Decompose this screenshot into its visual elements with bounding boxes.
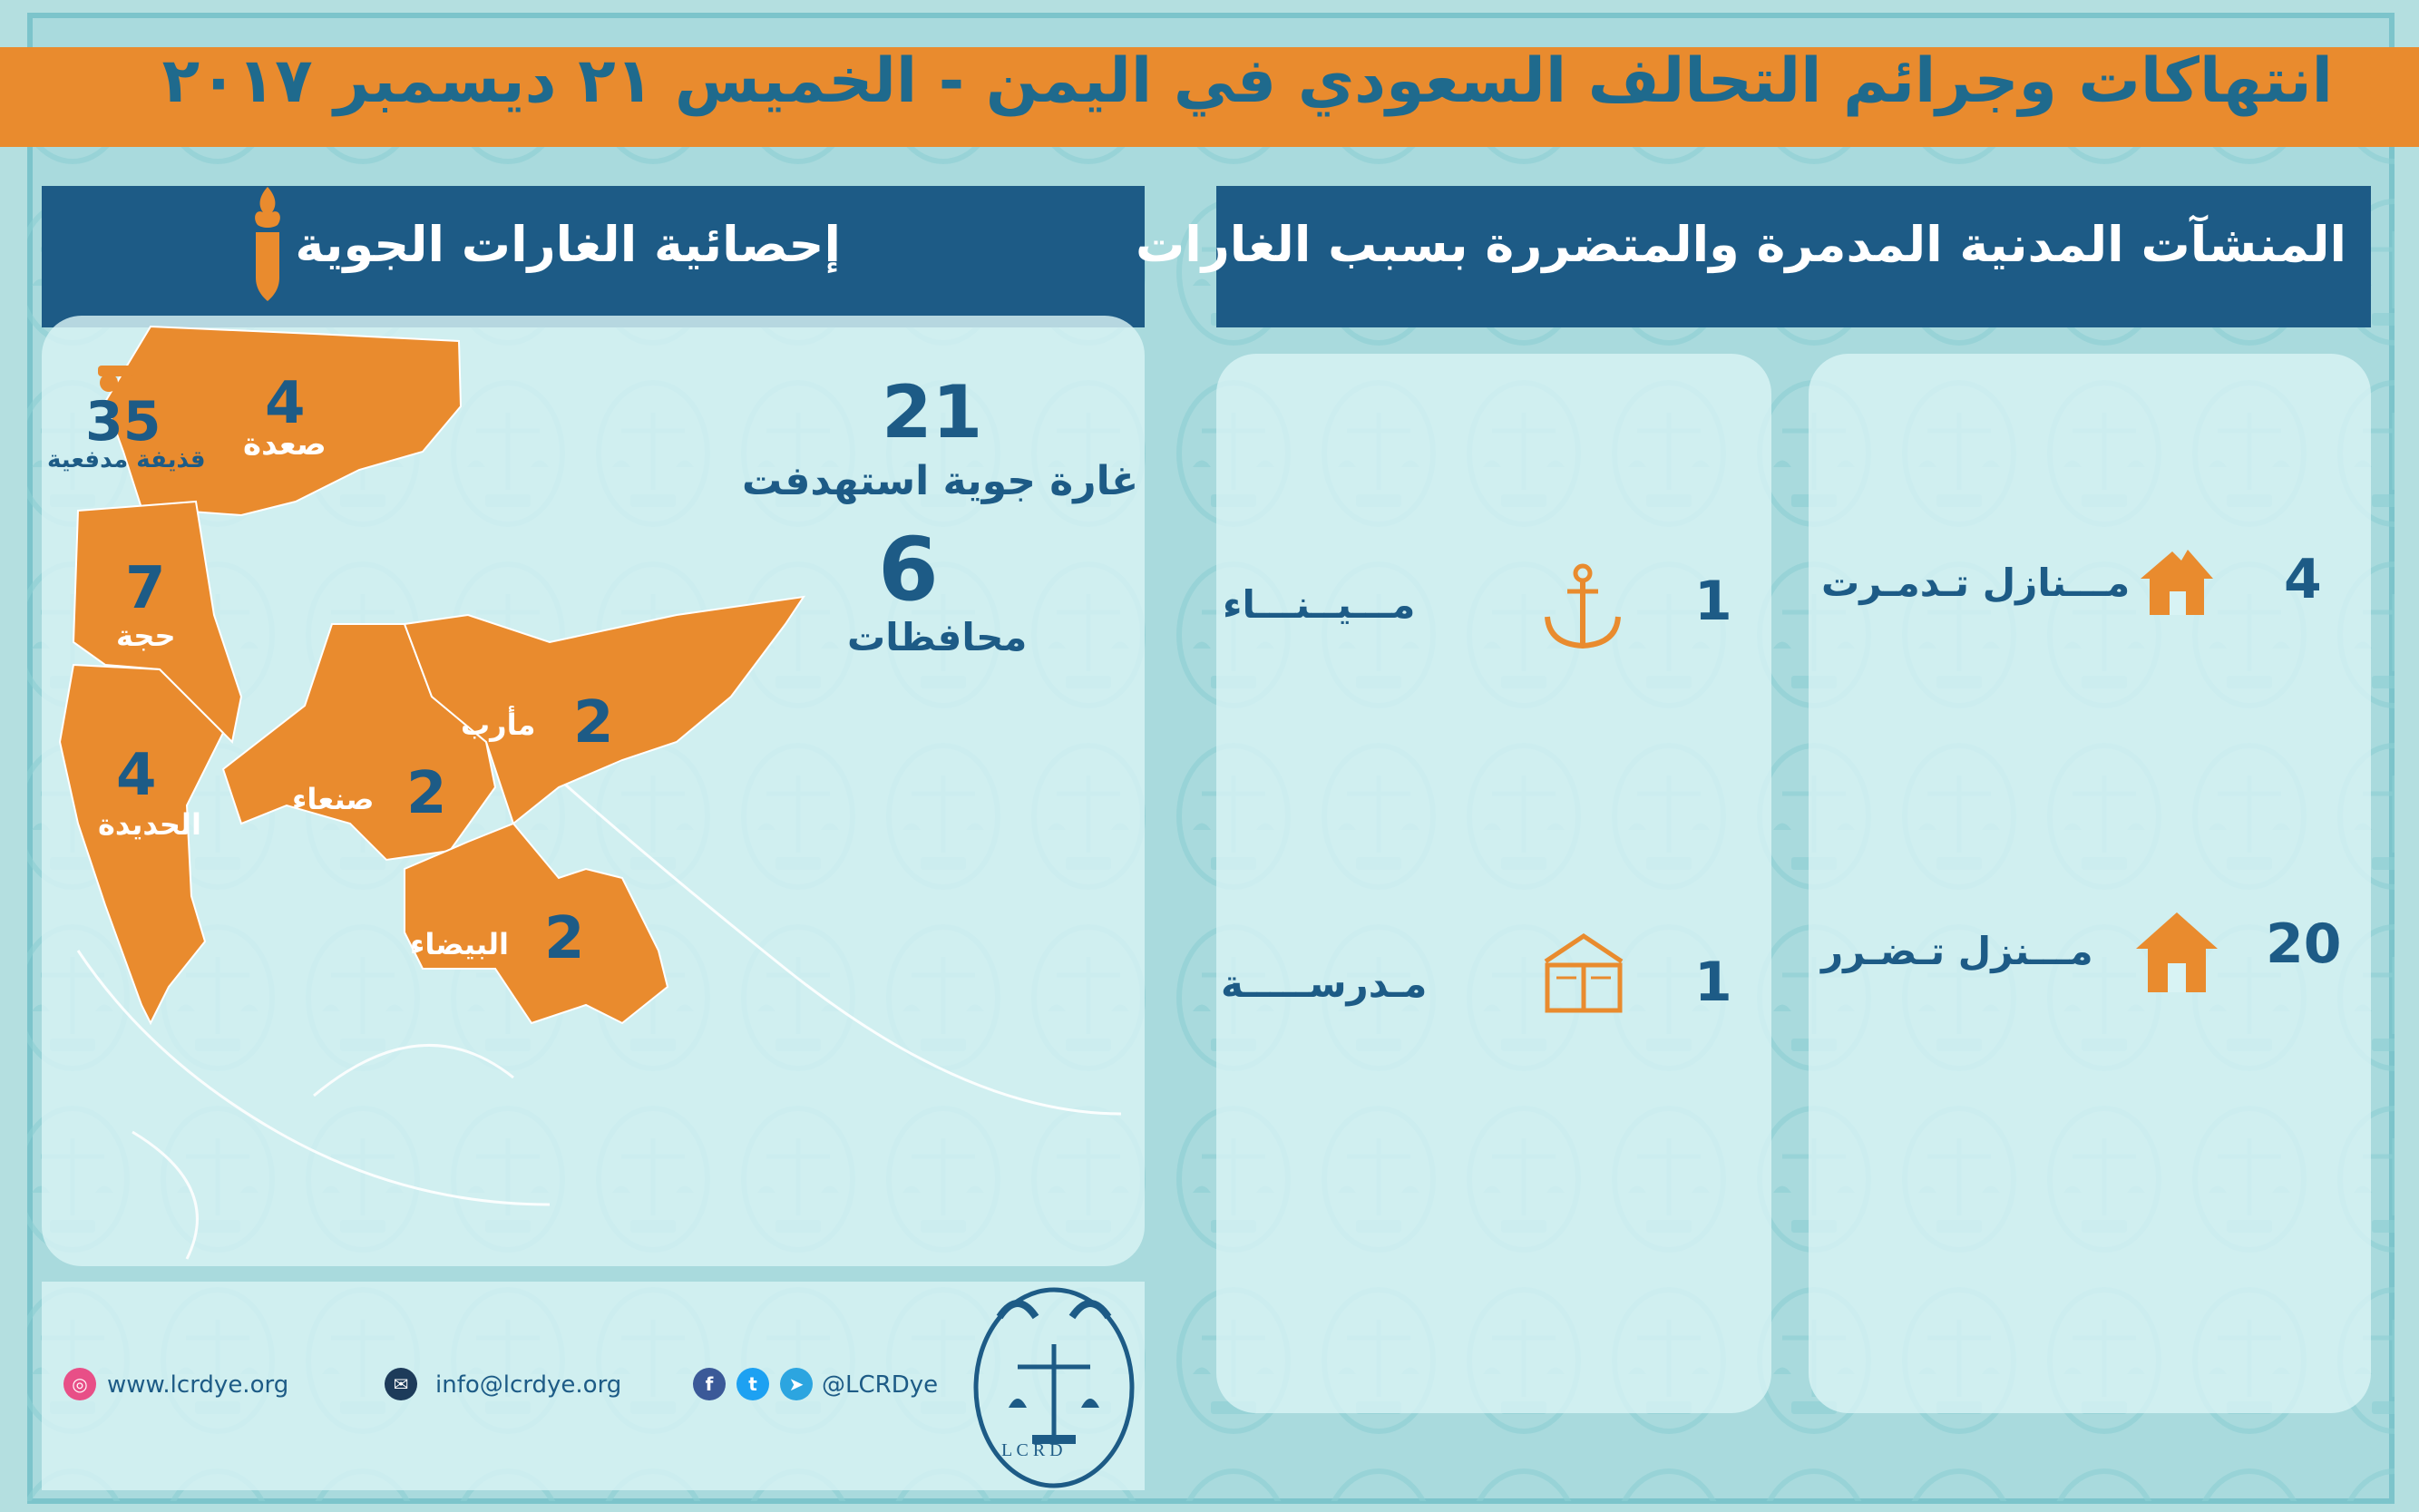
damaged-houses-count: 20 xyxy=(2266,912,2342,976)
school-label: مـدرســـــة xyxy=(1221,961,1428,1006)
region-hodeidah xyxy=(58,663,225,1026)
logo-text: L C R D xyxy=(1001,1440,1063,1460)
bayda-label: البيضاء xyxy=(410,927,510,961)
school-book-icon xyxy=(1544,932,1624,1013)
region-bayda xyxy=(404,822,669,1025)
facilities-title: المنشآت المدنية المدمرة والمتضررة بسبب ا… xyxy=(1135,216,2346,273)
region-saada xyxy=(103,325,463,517)
region-marib xyxy=(403,595,806,825)
governorates-count: 6 xyxy=(878,519,939,620)
sanaa-label: صنعاء xyxy=(292,782,375,816)
sanaa-count: 2 xyxy=(406,760,447,827)
email-icon: ✉ xyxy=(385,1368,417,1400)
bayda-count: 2 xyxy=(544,905,585,972)
social-handle[interactable]: @LCRDye xyxy=(822,1371,939,1399)
lcrd-logo xyxy=(973,1287,1135,1488)
email-link[interactable]: info@lcrdye.org xyxy=(435,1371,622,1399)
hodeidah-count: 4 xyxy=(116,742,157,809)
damaged-houses-label: مـــنزل تـضـرر xyxy=(1821,929,2093,973)
region-hajjah xyxy=(72,500,243,745)
air-stats-header xyxy=(42,186,1145,327)
hodeidah-label: الحديدة xyxy=(98,807,201,842)
facilities-panel-left xyxy=(1216,354,1771,1413)
yemen-map xyxy=(58,325,1122,1260)
governorates-label: محافظات xyxy=(847,615,1028,659)
hajjah-label: حجة xyxy=(116,619,176,653)
destroyed-houses-count: 4 xyxy=(2284,548,2322,611)
facebook-icon[interactable]: f xyxy=(693,1368,726,1400)
raids-label: غارة جوية استهدفت xyxy=(742,458,1139,504)
region-sanaa xyxy=(221,623,497,862)
marib-count: 2 xyxy=(573,689,614,756)
telegram-icon[interactable]: ➤ xyxy=(780,1368,813,1400)
school-count: 1 xyxy=(1694,951,1732,1014)
shells-count: 35 xyxy=(85,390,161,454)
marib-label: مأرب xyxy=(461,707,536,742)
website-link[interactable]: www.lcrdye.org xyxy=(107,1371,289,1399)
saada-count: 4 xyxy=(265,370,306,437)
missile-icon xyxy=(255,187,280,301)
anchor-icon xyxy=(1545,563,1621,649)
destroyed-house-icon xyxy=(2141,550,2213,615)
shells-label: قذيفة مدفعية xyxy=(47,446,206,473)
raids-count: 21 xyxy=(882,370,983,454)
saada-label: صعدة xyxy=(243,426,327,463)
facilities-header xyxy=(1216,186,2371,327)
facilities-panel-right xyxy=(1809,354,2371,1413)
twitter-icon[interactable]: t xyxy=(736,1368,769,1400)
air-stats-title: إحصائية الغارات الجوية xyxy=(295,216,841,273)
house-icon xyxy=(2136,912,2218,992)
destroyed-houses-label: مـــنازل تـدمـرت xyxy=(1821,561,2131,605)
cannon-icon xyxy=(98,366,134,392)
port-count: 1 xyxy=(1694,570,1732,633)
footer-panel xyxy=(42,1282,1145,1490)
hajjah-count: 7 xyxy=(125,555,166,622)
page-title: انتهاكات وجرائم التحالف السعودي في اليمن… xyxy=(161,45,2333,117)
dribbble-icon: ◎ xyxy=(63,1368,96,1400)
port-label: مـــيــنـــاء xyxy=(1223,582,1416,627)
header-bar xyxy=(0,47,2419,147)
